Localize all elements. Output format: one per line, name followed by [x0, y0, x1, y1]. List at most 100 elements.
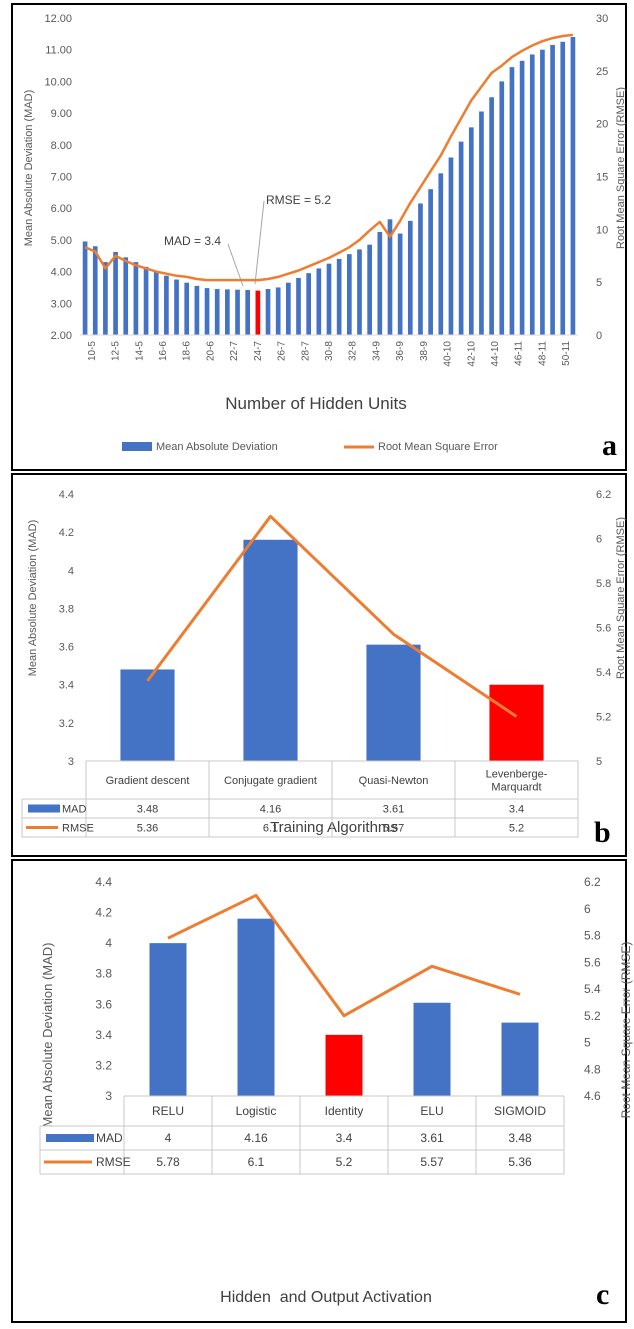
mad-bar — [113, 251, 118, 335]
table-cell: 5.2 — [509, 823, 524, 835]
y2-tick-label: 4.8 — [584, 1062, 601, 1076]
mad-bar — [509, 67, 515, 335]
y2-tick-label: 4.6 — [584, 1089, 601, 1103]
panel-c-ylabel: Mean Absolute Deviation (MAD) — [40, 943, 55, 1128]
panel-a-xlabel: Number of Hidden Units — [225, 394, 406, 413]
y2-tick-label: 25 — [596, 66, 608, 78]
y2-tick-label: 6.2 — [584, 875, 601, 889]
x-tick-label: 18-6 — [182, 341, 193, 361]
mad-bar — [325, 1034, 363, 1096]
y2-tick-label: 5.6 — [584, 955, 601, 969]
mad-bar — [245, 289, 251, 335]
mad-bar — [387, 219, 393, 335]
legend-mad-label: MAD — [62, 804, 87, 816]
y2-tick-label: 5 — [596, 277, 602, 289]
legend-mad-label: Mean Absolute Deviation — [156, 441, 278, 453]
category-label: Identity — [325, 1104, 364, 1118]
mad-bar — [103, 262, 108, 335]
mad-bar — [306, 273, 312, 335]
mad-bar — [326, 263, 332, 335]
table-cell: 3.61 — [383, 804, 404, 816]
category-label: SIGMOID — [494, 1104, 546, 1118]
mad-bar — [243, 539, 298, 761]
x-tick-label: 32-8 — [348, 341, 359, 361]
table-cell: 5.36 — [137, 823, 158, 835]
table-cell: 3.48 — [137, 804, 158, 816]
y-tick-label: 3 — [105, 1089, 112, 1103]
panel-a-ylabel: Mean Absolute Deviation (MAD) — [23, 90, 35, 247]
mad-bar — [501, 1022, 539, 1096]
table-cell: 3.61 — [420, 1131, 444, 1145]
y2-tick-label: 5.6 — [596, 623, 611, 635]
mad-bar — [235, 289, 240, 335]
panel-a: Mean Absolute Deviation (MAD) Root Mean … — [11, 3, 627, 471]
y-tick-label: 3.8 — [59, 603, 74, 615]
legend-rmse-label: Root Mean Square Error — [378, 441, 498, 453]
panel-c-data-table: RELU Logistic Identity ELU SIGMOID MAD 4 4.16 3.… — [39, 1095, 565, 1175]
y2-tick-label: 6 — [596, 534, 602, 546]
x-tick-label: 42-10 — [466, 341, 477, 367]
mad-bar — [346, 254, 352, 335]
mad-bar — [438, 173, 444, 335]
y2-tick-label: 5.4 — [584, 982, 601, 996]
panel-c-y2label: Root Mean Square Error (RMSE) — [619, 942, 633, 1119]
y2-tick-label: 5.2 — [596, 712, 611, 724]
mad-bar — [225, 289, 230, 335]
y2-tick-label: 15 — [596, 172, 608, 184]
panel-b-xlabel: Training Algorithms — [270, 819, 398, 836]
mad-annotation: MAD = 3.4 — [164, 234, 221, 248]
table-cell: 5.57 — [420, 1155, 444, 1169]
y2-tick-label: 0 — [596, 330, 602, 342]
rmse-line — [146, 514, 518, 718]
table-cell: 3.4 — [509, 804, 524, 816]
legend-mad-swatch — [46, 1134, 94, 1142]
legend-mad-swatch — [28, 804, 60, 813]
mad-bar — [123, 257, 129, 335]
mad-bar — [194, 285, 200, 335]
x-tick-label: 48-11 — [537, 341, 548, 366]
x-tick-label: 14-5 — [134, 341, 145, 361]
y2-tick-label: 5.8 — [584, 929, 601, 943]
category-label: Quasi-Newton — [359, 775, 429, 787]
mad-bar — [286, 282, 291, 335]
mad-bar — [275, 287, 281, 335]
y2-tick-label: 10 — [596, 224, 608, 236]
mad-bar — [428, 189, 433, 335]
x-tick-label: 50-11 — [561, 341, 572, 366]
x-tick-label: 38-9 — [419, 341, 430, 361]
y-tick-label: 4.00 — [51, 267, 72, 279]
category-label: Gradient descent — [106, 775, 190, 787]
table-cell: 6.1 — [248, 1155, 265, 1169]
table-cell: 6.1 — [263, 823, 278, 835]
panel-b-data-table: Gradient descent Conjugate gradient Quasi-… — [21, 760, 579, 838]
y-tick-label: 4 — [105, 936, 112, 950]
panel-a-y2label: Root Mean Square Error (RMSE) — [615, 87, 627, 249]
category-label: Conjugate gradient — [224, 775, 317, 787]
mad-bar — [407, 220, 413, 335]
mad-bar — [336, 258, 342, 335]
mad-bar — [316, 268, 322, 335]
legend-rmse-label: RMSE — [96, 1155, 131, 1169]
x-tick-label: 22-7 — [229, 341, 240, 361]
legend-rmse-label: RMSE — [62, 823, 94, 835]
panel-b-plot: 3 3.2 3.4 3.6 3.8 4 4.2 4.4 5 5.2 5.4 5.6 5.8 6 6.2 Gra… — [21, 489, 611, 838]
mad-bar — [479, 111, 484, 335]
y-tick-label: 4.2 — [59, 527, 74, 539]
x-tick-label: 24-7 — [253, 341, 264, 361]
panel-c-plot: 3 3.2 3.4 3.6 3.8 4 4.2 4.4 4.6 4.8 5 5.2 5.4 5.6 5.8 6… — [39, 875, 601, 1175]
y-tick-label: 9.00 — [51, 108, 72, 120]
mad-bar — [174, 279, 179, 335]
mad-bar — [468, 127, 474, 336]
mad-bar — [92, 246, 98, 335]
y2-tick-label: 30 — [596, 13, 608, 25]
mad-bar — [204, 288, 210, 335]
y-tick-label: 4.4 — [95, 875, 112, 889]
y2-tick-label: 5 — [584, 1036, 591, 1050]
mad-bar — [550, 44, 555, 335]
y2-tick-label: 5 — [596, 756, 602, 768]
x-tick-label: 40-10 — [443, 341, 454, 367]
table-cell: 3.48 — [508, 1131, 532, 1145]
table-cell: 4 — [165, 1131, 172, 1145]
mad-bar — [397, 233, 403, 335]
